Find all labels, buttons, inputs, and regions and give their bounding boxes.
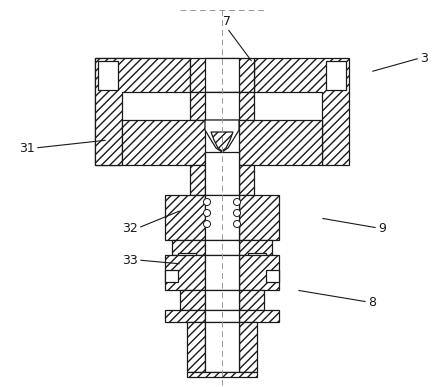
Polygon shape [205, 120, 239, 152]
Text: 9: 9 [378, 221, 386, 235]
Text: 32: 32 [122, 221, 138, 235]
Polygon shape [239, 165, 254, 195]
Polygon shape [178, 253, 196, 258]
Polygon shape [254, 58, 349, 165]
Polygon shape [205, 322, 239, 372]
Text: 33: 33 [122, 253, 138, 267]
Circle shape [203, 209, 210, 216]
Polygon shape [172, 240, 205, 255]
Circle shape [234, 199, 241, 205]
Text: 3: 3 [420, 51, 428, 65]
Polygon shape [205, 310, 239, 322]
Polygon shape [190, 92, 254, 120]
Polygon shape [205, 58, 239, 92]
Polygon shape [122, 120, 205, 165]
Circle shape [234, 221, 241, 228]
Circle shape [203, 221, 210, 228]
Polygon shape [266, 270, 279, 282]
Polygon shape [239, 195, 279, 240]
Polygon shape [187, 372, 257, 377]
Polygon shape [190, 165, 205, 195]
Polygon shape [239, 120, 322, 165]
Polygon shape [248, 253, 266, 258]
Polygon shape [239, 322, 257, 372]
Polygon shape [205, 255, 239, 290]
Circle shape [203, 199, 210, 205]
Polygon shape [165, 270, 178, 282]
Polygon shape [95, 58, 190, 165]
Polygon shape [211, 132, 233, 151]
Polygon shape [165, 195, 205, 240]
Polygon shape [239, 255, 279, 290]
Polygon shape [205, 290, 239, 310]
Polygon shape [180, 290, 205, 310]
Text: 31: 31 [19, 142, 35, 154]
Polygon shape [190, 58, 254, 92]
Polygon shape [98, 61, 118, 90]
Polygon shape [95, 58, 190, 165]
Circle shape [234, 209, 241, 216]
Polygon shape [205, 240, 239, 255]
Polygon shape [165, 310, 205, 322]
Text: 7: 7 [223, 15, 231, 28]
Polygon shape [205, 92, 239, 120]
Text: 8: 8 [368, 296, 376, 308]
Polygon shape [239, 290, 264, 310]
Polygon shape [205, 152, 239, 195]
Polygon shape [239, 310, 279, 322]
Polygon shape [165, 255, 205, 290]
Polygon shape [187, 322, 205, 372]
Polygon shape [205, 195, 239, 240]
Polygon shape [98, 61, 120, 88]
Polygon shape [239, 240, 272, 255]
Polygon shape [326, 61, 346, 90]
